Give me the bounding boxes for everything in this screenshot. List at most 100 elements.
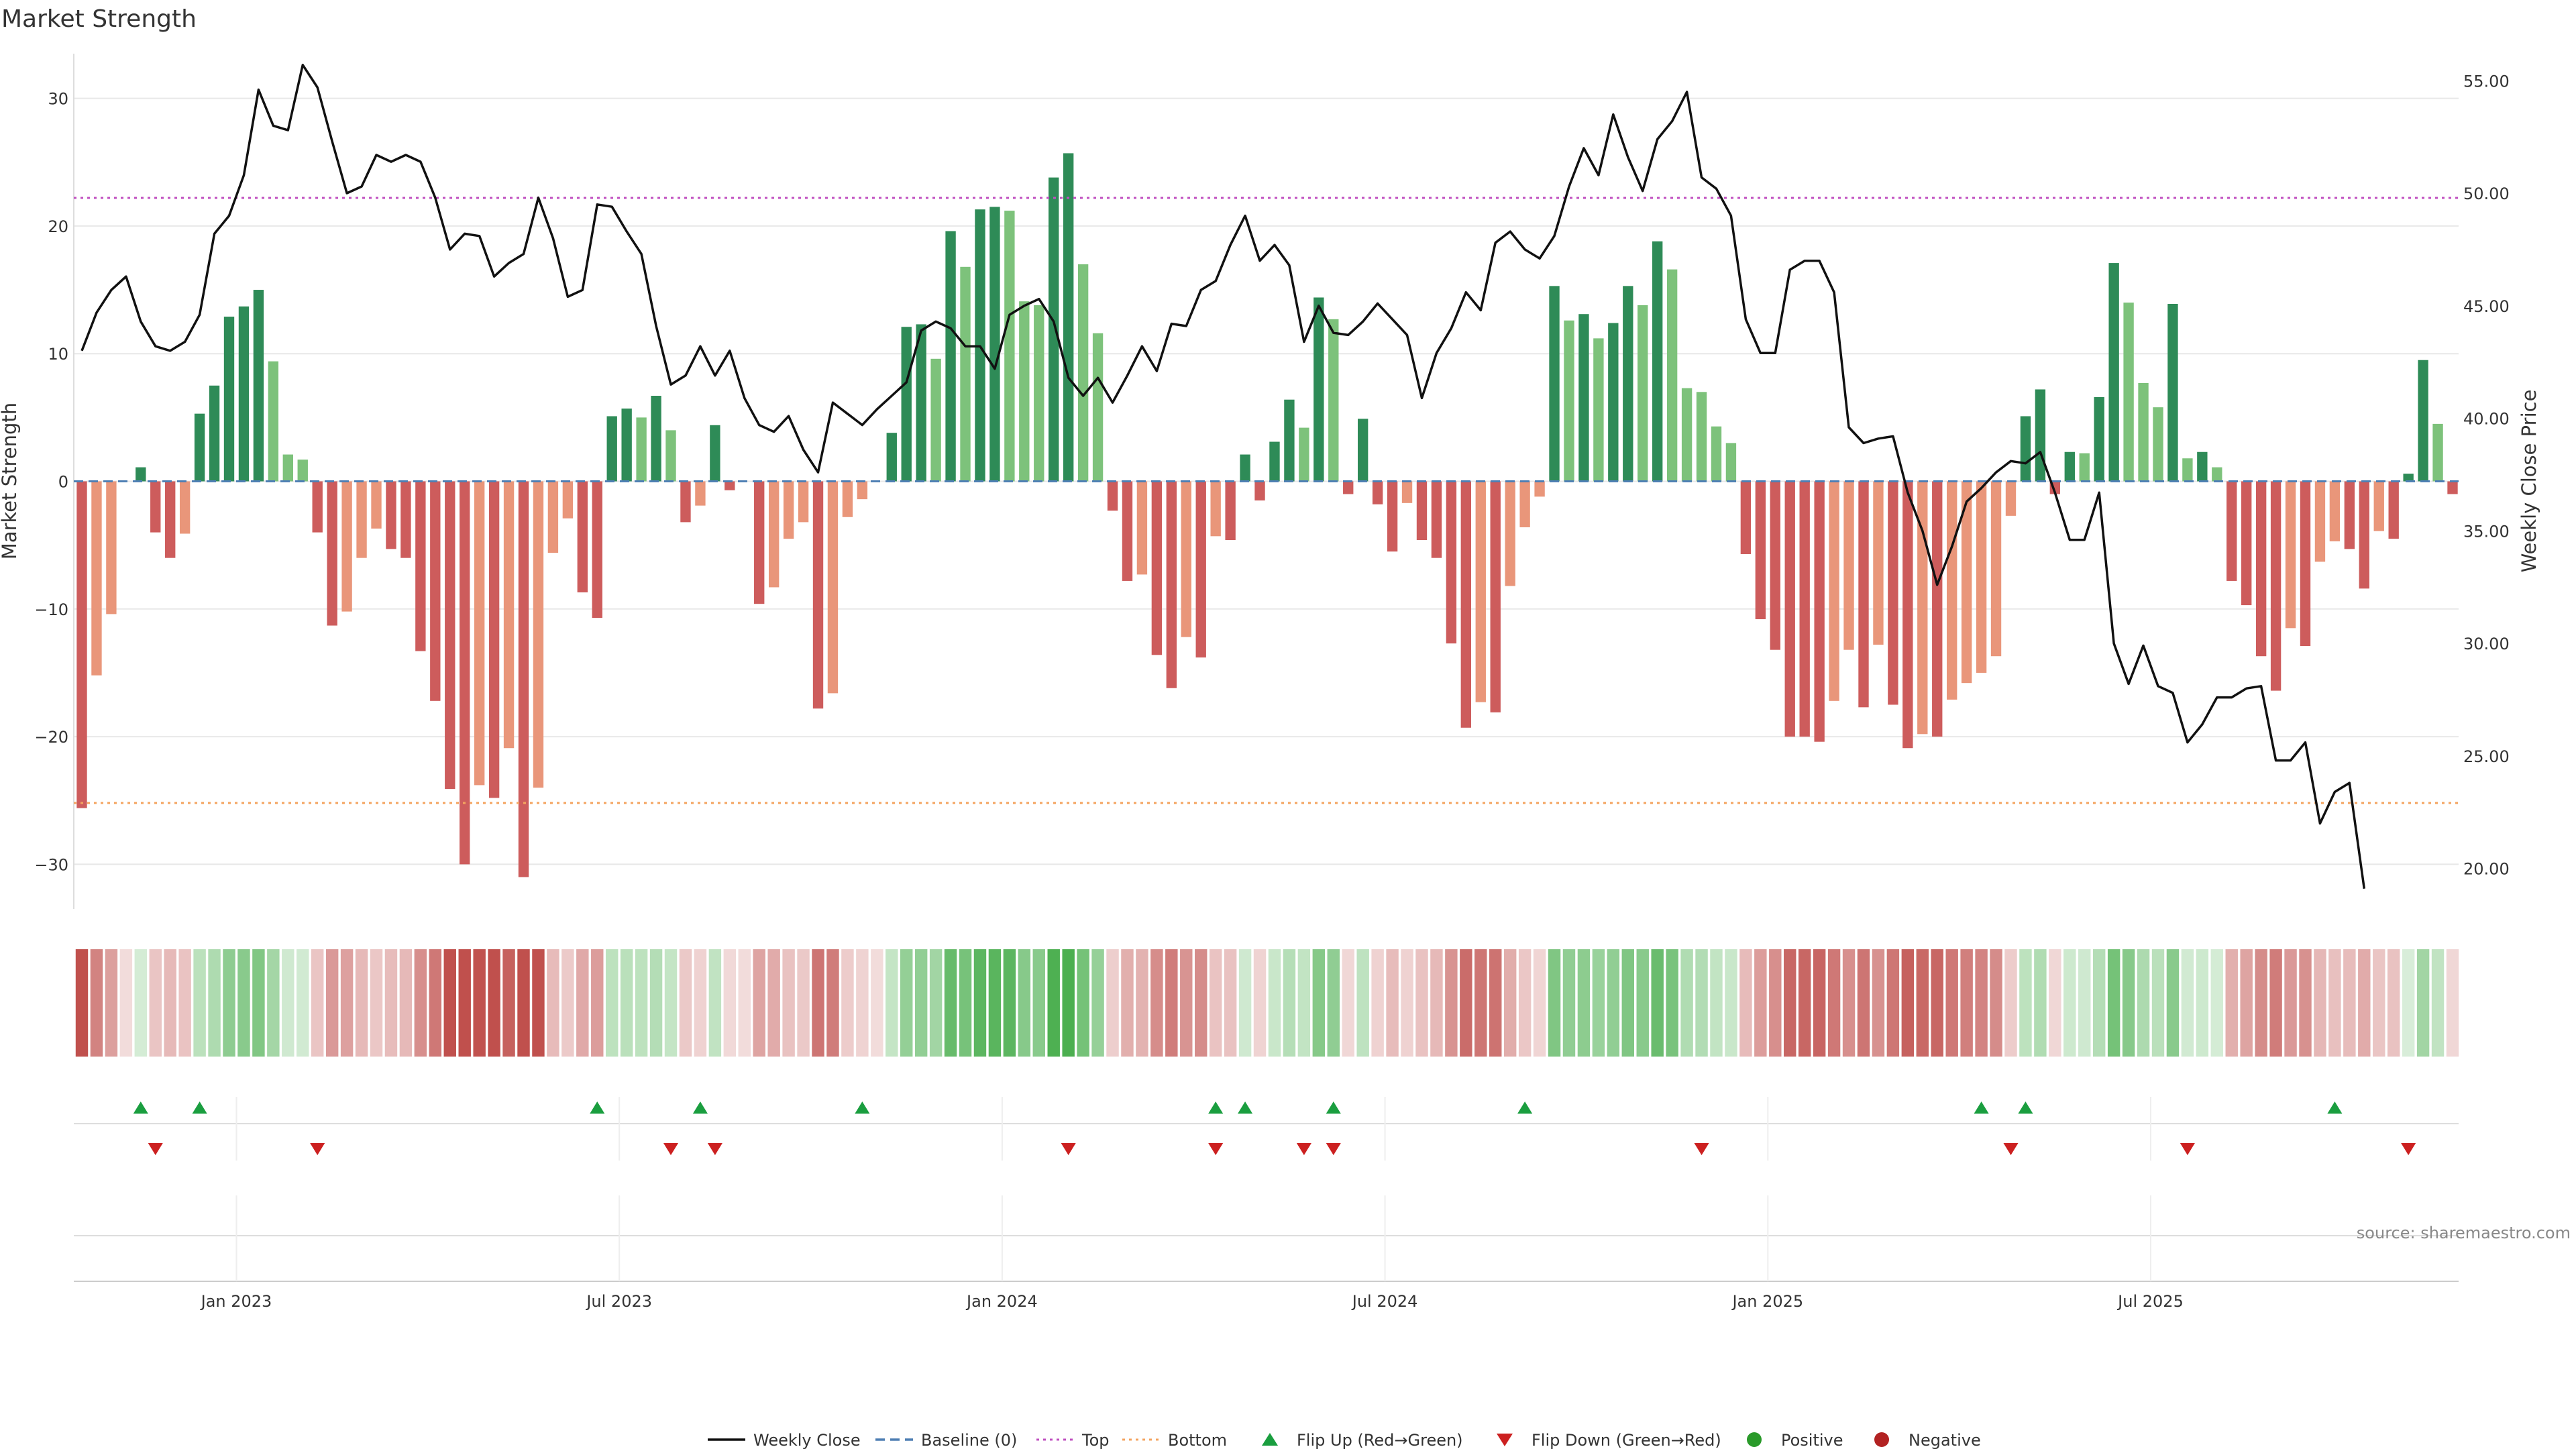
strength-bar (1299, 427, 1309, 482)
flip-down-marker (707, 1143, 722, 1155)
legend-swatch-negative (1874, 1432, 1889, 1447)
heat-cell (649, 949, 663, 1057)
heat-cell (1872, 949, 1885, 1057)
strength-bar (1902, 481, 1913, 749)
strength-bar (460, 481, 470, 865)
left-axis-ticks: 30 20 10 0 −10 −20 −30 (34, 90, 68, 875)
heat-cell (90, 949, 103, 1057)
heat-cell (871, 949, 883, 1057)
strength-bar (1549, 286, 1560, 482)
price-line (80, 64, 2366, 890)
strength-bar (1284, 399, 1295, 482)
heat-cell (2049, 949, 2061, 1057)
strength-bar (386, 481, 396, 549)
flip-down-marker (2401, 1143, 2416, 1155)
strength-bar (1019, 301, 1030, 482)
strength-bar (2432, 423, 2443, 482)
strength-bar (1784, 481, 1795, 737)
heat-cell (2137, 949, 2150, 1057)
heat-cell (2225, 949, 2238, 1057)
strength-bar (1431, 481, 1442, 558)
strength-bar (356, 481, 367, 558)
strength-bar (710, 425, 720, 482)
strength-bar (695, 481, 706, 506)
y2-tick-label: 30.00 (2463, 635, 2510, 653)
heat-cell (105, 949, 118, 1057)
strength-bar (2241, 481, 2252, 606)
heat-cell (1666, 949, 1678, 1057)
strength-bar (1387, 481, 1398, 552)
heat-cell (1651, 949, 1664, 1057)
heat-cell (605, 949, 619, 1057)
strength-bar (1063, 153, 1074, 482)
heat-cell (2446, 949, 2459, 1057)
strength-bar (91, 481, 102, 676)
flip-down-marker (2180, 1143, 2195, 1155)
heat-cell (1356, 949, 1369, 1057)
strength-bar (724, 481, 735, 490)
strength-bar (1843, 481, 1854, 650)
strength-bar (2123, 303, 2134, 482)
flip-down-marker (1296, 1143, 1311, 1155)
strength-bar (842, 481, 853, 517)
strength-bar (2094, 396, 2104, 482)
heat-cell (1916, 949, 1929, 1057)
strength-bar (2064, 451, 2075, 482)
heat-cell (576, 949, 589, 1057)
strength-bar (415, 481, 426, 651)
strength-bar (2270, 481, 2282, 691)
y-tick-label: 10 (48, 345, 68, 364)
strength-bar (503, 481, 515, 749)
legend-swatch-flip-down (1497, 1434, 1513, 1446)
strength-bar (1932, 481, 1943, 737)
strength-bar (680, 481, 691, 523)
lower-panels (74, 1097, 2459, 1282)
heat-cell (1062, 949, 1075, 1057)
strength-bar (282, 454, 293, 482)
strength-bar (1711, 426, 1722, 482)
heat-cell (2299, 949, 2312, 1057)
strength-bar (341, 481, 352, 612)
heat-cell (1312, 949, 1326, 1057)
strength-bar (2108, 263, 2119, 482)
strength-bar (592, 481, 602, 619)
flip-up-marker (1238, 1102, 1253, 1114)
strength-bar (1446, 481, 1457, 644)
strength-bar (2153, 407, 2163, 482)
y2-tick-label: 55.00 (2463, 72, 2510, 91)
heat-cell (561, 949, 574, 1057)
heat-cell (782, 949, 795, 1057)
strength-bar (1049, 177, 1059, 482)
heat-cell (664, 949, 678, 1057)
heat-cell (1577, 949, 1591, 1057)
strength-bar (76, 481, 87, 808)
strength-bar (547, 481, 559, 553)
source-note: source: sharemaestro.com (2357, 1224, 2571, 1242)
x-axis-ticks: Jan 2023 Jul 2023 Jan 2024 Jul 2024 Jan 2025… (200, 1292, 2184, 1311)
strength-bar (798, 481, 809, 523)
heat-cell (2255, 949, 2267, 1057)
flip-down-marker (310, 1143, 325, 1155)
strength-bar (1460, 481, 1472, 728)
strength-bar (1578, 314, 1589, 482)
strength-bar (1004, 211, 1015, 482)
heat-cell (1636, 949, 1649, 1057)
flip-markers (133, 1102, 2416, 1155)
strength-bar (400, 481, 411, 558)
strength-bar (194, 413, 205, 482)
strength-bar (2373, 481, 2384, 531)
heat-cell (252, 949, 265, 1057)
heat-cell (1297, 949, 1311, 1057)
heat-cell (914, 949, 928, 1057)
strength-bar (606, 416, 617, 482)
heat-cell (1710, 949, 1723, 1057)
strength-bar (2005, 481, 2017, 516)
heat-cell (2328, 949, 2341, 1057)
strength-bar (1681, 388, 1693, 482)
strength-bar (312, 481, 323, 533)
y-axis-title: Market Strength (0, 402, 21, 559)
heat-cell (473, 949, 486, 1057)
strength-bar (1829, 481, 1839, 701)
strength-bar (1151, 481, 1163, 655)
heat-cell (1106, 949, 1119, 1057)
